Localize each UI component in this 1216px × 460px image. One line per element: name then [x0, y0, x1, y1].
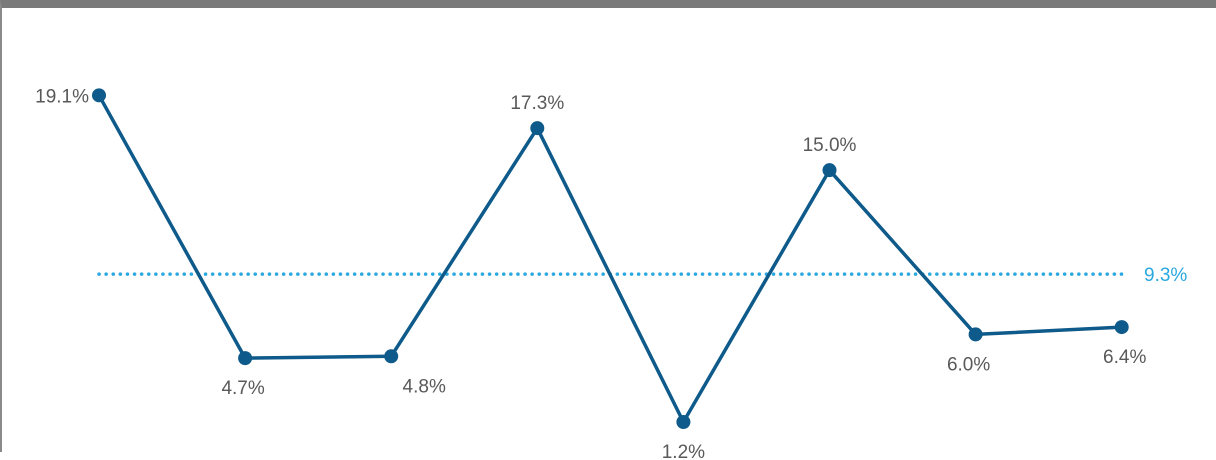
data-point-6: [968, 327, 983, 342]
data-label-0: 19.1%: [35, 86, 89, 107]
data-point-1: [238, 351, 253, 366]
data-label-4: 1.2%: [662, 442, 705, 460]
data-point-4: [676, 415, 691, 429]
average-label: 9.3%: [1144, 265, 1187, 286]
data-point-2: [384, 349, 399, 364]
data-label-5: 15.0%: [803, 135, 857, 156]
data-label-1: 4.7%: [221, 378, 264, 399]
data-label-3: 17.3%: [510, 93, 564, 114]
data-point-0: [92, 88, 106, 103]
series-line: [97, 93, 1124, 424]
data-label-2: 4.8%: [403, 376, 446, 397]
data-point-7: [1114, 320, 1129, 335]
data-label-6: 6.0%: [947, 354, 990, 375]
data-point-5: [822, 163, 837, 178]
line-chart: 9.3% 19.1% 4.7% 4.8% 17.3% 1.2% 15.0% 6.0% 6.4%: [35, 86, 1187, 460]
data-point-3: [530, 121, 545, 136]
data-label-7: 6.4%: [1103, 347, 1146, 368]
